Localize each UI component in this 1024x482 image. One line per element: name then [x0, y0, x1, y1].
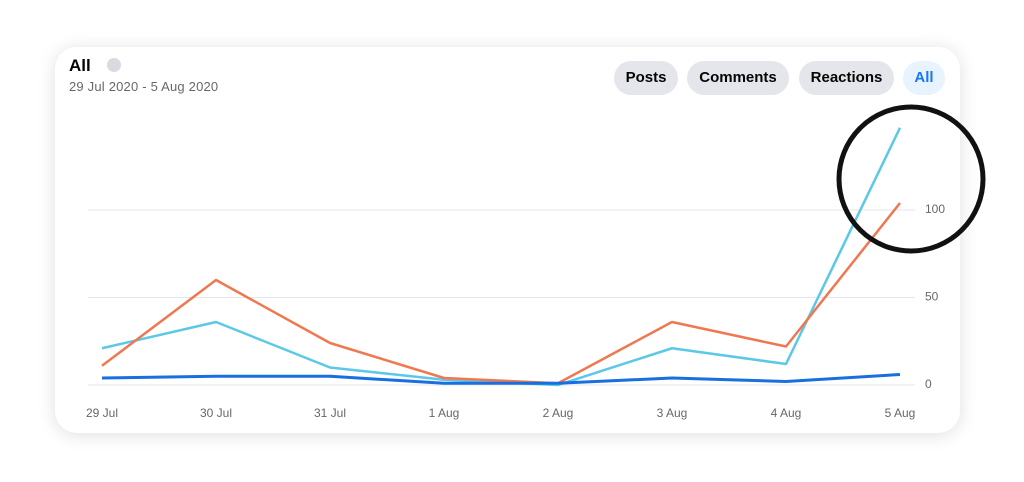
x-tick-label: 29 Jul: [86, 406, 118, 420]
y-tick-label: 100: [925, 202, 945, 216]
x-tick-label: 30 Jul: [200, 406, 232, 420]
x-tick-label: 2 Aug: [543, 406, 574, 420]
x-tick-label: 1 Aug: [429, 406, 460, 420]
date-range: 29 Jul 2020 - 5 Aug 2020: [69, 79, 219, 94]
series-line: [101, 202, 901, 385]
series-line: [101, 373, 901, 385]
x-tick-label: 31 Jul: [314, 406, 346, 420]
lines: [101, 127, 902, 387]
x-tick-label: 3 Aug: [657, 406, 688, 420]
highlight-circle: [836, 104, 986, 254]
reactions-button[interactable]: Reactions: [799, 61, 894, 95]
x-tick-label: 4 Aug: [771, 406, 802, 420]
title: All: [69, 56, 91, 75]
comments-button[interactable]: Comments: [687, 61, 789, 95]
x-tick-label: 5 Aug: [885, 406, 916, 420]
posts-button[interactable]: Posts: [614, 61, 678, 95]
y-tick-label: 50: [925, 290, 939, 304]
y-tick-label: 0: [925, 377, 932, 391]
grid: 0 50 100 29 Jul 30 Jul 31 Jul 1 Aug 2 Aug 3 Aug 4…: [86, 202, 945, 420]
card: [55, 47, 960, 433]
info-icon[interactable]: [107, 58, 121, 72]
all-button[interactable]: All: [903, 61, 945, 95]
